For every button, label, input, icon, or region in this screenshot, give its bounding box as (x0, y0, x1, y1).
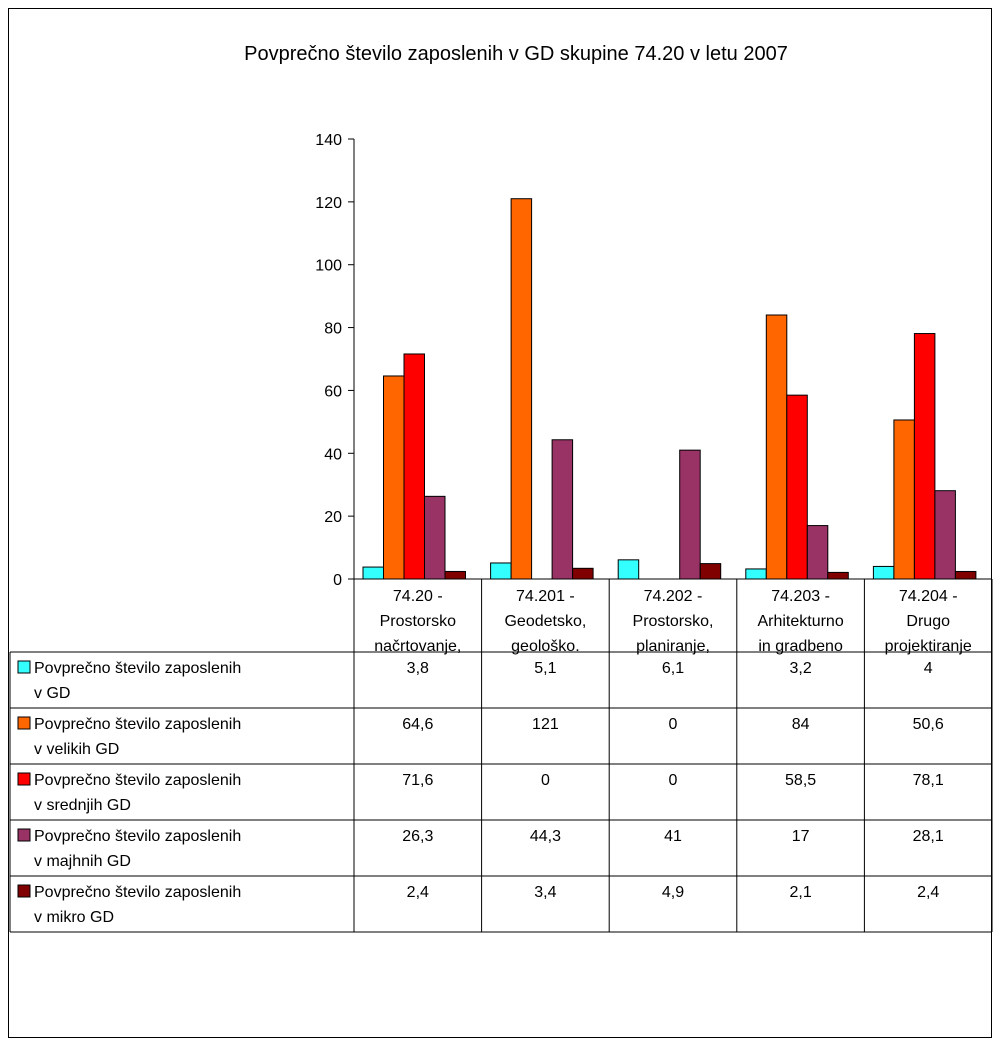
y-tick-label: 120 (315, 195, 342, 212)
legend-key-series-1 (17, 660, 31, 674)
bar-series-4-cat-5 (934, 490, 956, 580)
table-cell-value: 3,8 (407, 660, 429, 677)
legend-label: v majhnih GD (34, 853, 131, 870)
y-tick-label: 80 (324, 321, 342, 338)
legend-label: v mikro GD (34, 909, 114, 926)
category-label: 74.202 - (644, 588, 703, 605)
category-label: Prostorsko, (633, 613, 714, 630)
legend-label: Povprečno število zaposlenih (34, 660, 241, 677)
table-cell-value: 26,3 (402, 828, 433, 845)
category-label: Arhitekturno (757, 613, 843, 630)
table-cell-value: 84 (792, 716, 810, 733)
bar-series-1-cat-3 (617, 559, 640, 580)
bar-series-1-cat-1 (362, 566, 384, 580)
bars-layer (362, 198, 977, 580)
category-label: načrtovanje, (374, 638, 461, 655)
bar-series-2-cat-2 (510, 198, 533, 580)
bar-series-4-cat-4 (806, 525, 829, 580)
bar-series-5-cat-4 (827, 571, 849, 580)
legend-label: Povprečno število zaposlenih (34, 884, 241, 901)
bar-series-4-cat-3 (679, 449, 701, 580)
chart-title: Povprečno število zaposlenih v GD skupin… (244, 43, 788, 65)
bar-series-4-cat-2 (551, 439, 574, 580)
bar-series-1-cat-2 (490, 562, 512, 580)
table-cell-value: 2,4 (917, 884, 939, 901)
table-cell-value: 6,1 (662, 660, 684, 677)
table-cell-value: 0 (669, 772, 678, 789)
table-cell-value: 58,5 (785, 772, 816, 789)
table-cell-value: 17 (792, 828, 810, 845)
table-cell-value: 0 (541, 772, 550, 789)
table-cell-value: 121 (532, 716, 559, 733)
bar-series-3-cat-4 (786, 394, 808, 580)
table-cell-value: 28,1 (913, 828, 944, 845)
category-label: 74.201 - (516, 588, 575, 605)
bar-series-3-cat-1 (403, 353, 425, 580)
legend-label: Povprečno število zaposlenih (34, 716, 241, 733)
bar-series-1-cat-5 (872, 565, 895, 580)
table-cell-value: 2,1 (789, 884, 811, 901)
bar-series-2-cat-1 (383, 375, 405, 580)
table-cell-value: 71,6 (402, 772, 433, 789)
y-tick-label: 20 (324, 509, 342, 526)
table-cell-value: 78,1 (913, 772, 944, 789)
table-cell-value: 2,4 (407, 884, 429, 901)
legend-label: v GD (34, 685, 70, 702)
category-label: 74.20 - (393, 588, 443, 605)
chart-frame: Povprečno število zaposlenih v GD skupin… (8, 8, 993, 1038)
y-tick-label: 0 (333, 572, 342, 589)
category-label: geološko. (511, 638, 580, 655)
legend-label: v velikih GD (34, 741, 119, 758)
table-cell-value: 44,3 (530, 828, 561, 845)
table-cell-value: 5,1 (534, 660, 556, 677)
legend-key-series-3 (17, 772, 31, 786)
bar-series-5-cat-3 (699, 563, 722, 580)
bar-series-5-cat-2 (572, 567, 594, 580)
category-label: projektiranje (885, 638, 972, 655)
category-label: 74.203 - (771, 588, 830, 605)
category-label: 74.204 - (899, 588, 958, 605)
category-label: planiranje, (636, 638, 710, 655)
table-cell-value: 64,6 (402, 716, 433, 733)
bar-series-2-cat-4 (765, 314, 788, 580)
chart-svg: Povprečno število zaposlenih v GD skupin… (9, 43, 993, 933)
legend-label: Povprečno število zaposlenih (34, 772, 241, 789)
table-cell-value: 4 (924, 660, 933, 677)
y-tick-label: 140 (315, 132, 342, 149)
bar-series-2-cat-5 (893, 419, 915, 580)
bar-series-5-cat-5 (954, 570, 977, 580)
data-table: 74.20 - Prostorsko načrtovanje, 74.201 - Geo… (9, 579, 993, 933)
legend-key-series-5 (17, 884, 31, 898)
bar-series-5-cat-1 (444, 570, 466, 580)
table-cell-value: 3,2 (789, 660, 811, 677)
category-label: in gradbeno (758, 638, 843, 655)
category-label: Geodetsko, (504, 613, 586, 630)
table-cell-value: 41 (664, 828, 682, 845)
category-label: Prostorsko (380, 613, 457, 630)
table-cell-value: 4,9 (662, 884, 684, 901)
bar-series-3-cat-5 (913, 333, 936, 580)
y-tick-label: 100 (315, 258, 342, 275)
category-label: Drugo (906, 613, 950, 630)
table-cell-value: 0 (669, 716, 678, 733)
legend-key-series-4 (17, 828, 31, 842)
bar-series-4-cat-1 (424, 495, 446, 580)
legend-key-series-2 (17, 716, 31, 730)
legend-label: v srednjih GD (34, 797, 131, 814)
y-tick-label: 60 (324, 383, 342, 400)
table-cell-value: 50,6 (913, 716, 944, 733)
y-tick-label: 40 (324, 446, 342, 463)
table-cell-value: 3,4 (534, 884, 556, 901)
bar-series-1-cat-4 (745, 568, 767, 580)
legend-label: Povprečno število zaposlenih (34, 828, 241, 845)
